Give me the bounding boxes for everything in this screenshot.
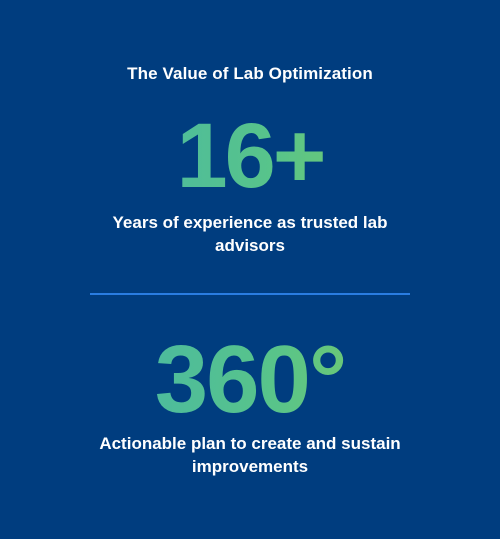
stat-years-value: 16+ — [0, 110, 500, 202]
stat-plan-value: 360° — [0, 332, 500, 428]
stat-plan-caption: Actionable plan to create and sustain im… — [99, 434, 401, 476]
section-divider — [90, 293, 410, 295]
page-title: The Value of Lab Optimization — [127, 64, 373, 83]
stat-years-caption: Years of experience as trusted lab advis… — [112, 213, 388, 255]
